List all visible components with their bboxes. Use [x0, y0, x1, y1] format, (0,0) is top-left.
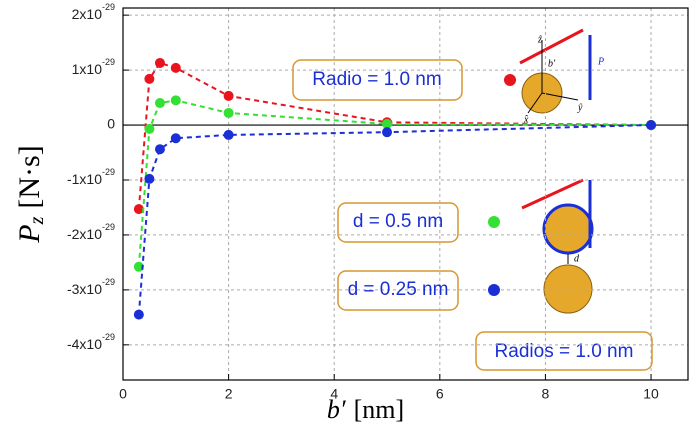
x-label-symbol: b′ — [327, 395, 346, 424]
legend-marker — [488, 216, 500, 228]
y-tick-label: 0 — [107, 116, 115, 132]
sphere — [544, 205, 592, 253]
legend-label: d = 0.5 nm — [353, 211, 443, 232]
x-tick-label: 6 — [436, 386, 444, 402]
y-tick-exponent: -29 — [102, 167, 115, 177]
inset-label: x̂ — [523, 114, 529, 125]
y-tick-base: 2x10 — [72, 6, 103, 22]
y-label-sub: z — [26, 216, 48, 225]
data-point — [646, 120, 656, 130]
y-tick-exponent: -29 — [102, 332, 115, 342]
data-point — [134, 310, 144, 320]
arrow — [522, 180, 583, 208]
data-point — [144, 174, 154, 184]
inset-bottom — [522, 180, 592, 313]
data-point — [224, 130, 234, 140]
y-tick-base: -4x10 — [67, 336, 102, 352]
x-label-unit: [nm] — [354, 395, 405, 424]
inset-label: d — [574, 253, 580, 264]
inset-label: P — [597, 56, 604, 67]
y-label-symbol: P — [13, 224, 46, 243]
y-tick-label: -4x10-29 — [67, 332, 115, 351]
y-tick-base: -3x10 — [67, 281, 102, 297]
y-label-unit: [N·s] — [13, 145, 46, 208]
data-point — [144, 74, 154, 84]
legend-marker — [488, 284, 500, 296]
y-tick-exponent: -29 — [102, 277, 115, 287]
y-tick-base: -2x10 — [67, 226, 102, 242]
inset-label: b′ — [548, 58, 556, 69]
x-tick-label: 0 — [119, 386, 127, 402]
inset-label: ẑ — [537, 34, 542, 45]
sphere — [544, 265, 592, 313]
y-tick-base: 1x10 — [72, 61, 103, 77]
legend-label: Radio = 1.0 nm — [312, 69, 441, 90]
y-tick-base: -1x10 — [67, 171, 102, 187]
data-point — [155, 98, 165, 108]
annotation: Radios = 1.0 nm — [495, 341, 634, 362]
x-axis-label: b′ [nm] — [327, 395, 404, 424]
inset-label: ŷ — [577, 102, 583, 113]
chart: Radios = 1.0 nm 0246810-4x10-29-3x10-29-… — [0, 0, 691, 433]
data-point — [155, 144, 165, 154]
y-tick-label: 2x10-29 — [72, 3, 115, 22]
y-tick-exponent: -29 — [102, 3, 115, 13]
y-tick-label: 1x10-29 — [72, 57, 115, 76]
y-tick-label: -2x10-29 — [67, 222, 115, 241]
data-point — [224, 108, 234, 118]
y-tick-label: -1x10-29 — [67, 167, 115, 186]
data-point — [382, 127, 392, 137]
data-point — [171, 95, 181, 105]
legend-marker — [504, 74, 516, 86]
data-point — [144, 124, 154, 134]
data-point — [224, 91, 234, 101]
x-tick-label: 10 — [643, 386, 659, 402]
y-tick-label: -3x10-29 — [67, 277, 115, 296]
y-axis-label: Pz [N·s] — [13, 145, 48, 243]
legend-label: d = 0.25 nm — [348, 279, 449, 300]
y-tick-exponent: -29 — [102, 57, 115, 67]
x-tick-label: 2 — [225, 386, 233, 402]
data-point — [171, 133, 181, 143]
data-point — [155, 58, 165, 68]
inset-top — [520, 30, 590, 113]
x-tick-label: 8 — [542, 386, 550, 402]
data-point — [171, 63, 181, 73]
y-tick-exponent: -29 — [102, 222, 115, 232]
